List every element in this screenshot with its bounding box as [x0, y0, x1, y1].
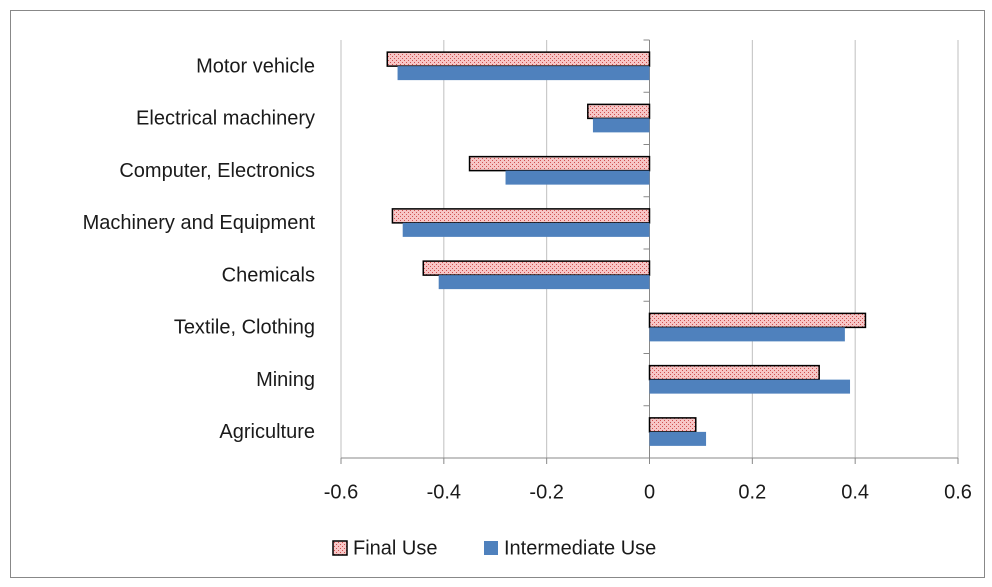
- chart-border: [10, 10, 985, 578]
- bar: [649, 431, 707, 446]
- bar: [397, 66, 650, 81]
- legend-label: Final Use: [353, 537, 437, 559]
- bar: [648, 417, 697, 433]
- bar: [438, 275, 650, 290]
- x-tick-label: -0.6: [324, 481, 358, 503]
- bar: [386, 51, 651, 67]
- bar: [402, 222, 650, 237]
- legend-swatch: [332, 540, 348, 556]
- y-tick-label: Machinery and Equipment: [83, 212, 316, 234]
- bar: [505, 170, 650, 185]
- y-tick-label: Mining: [256, 369, 315, 391]
- y-tick-label: Motor vehicle: [196, 55, 315, 77]
- bar: [648, 364, 820, 381]
- x-tick-label: -0.2: [529, 481, 563, 503]
- bar: [648, 312, 867, 329]
- x-tick-label: -0.4: [427, 481, 461, 503]
- bar: [468, 155, 651, 172]
- bar: [391, 208, 651, 224]
- y-tick-label: Electrical machinery: [136, 108, 315, 130]
- x-tick-label: 0: [644, 481, 655, 503]
- bar: [422, 260, 651, 276]
- legend-swatch: [484, 541, 498, 555]
- bar: [587, 103, 651, 120]
- x-tick-label: 0.2: [738, 481, 766, 503]
- y-tick-label: Computer, Electronics: [119, 160, 315, 182]
- legend-label: Intermediate Use: [504, 537, 656, 559]
- x-tick-label: 0.6: [944, 481, 972, 503]
- bar: [649, 327, 845, 342]
- bar: [592, 118, 650, 133]
- y-tick-label: Textile, Clothing: [174, 317, 315, 339]
- y-tick-label: Chemicals: [222, 264, 315, 286]
- x-tick-label: 0.4: [841, 481, 869, 503]
- bar: [649, 379, 851, 394]
- y-tick-label: Agriculture: [219, 421, 315, 443]
